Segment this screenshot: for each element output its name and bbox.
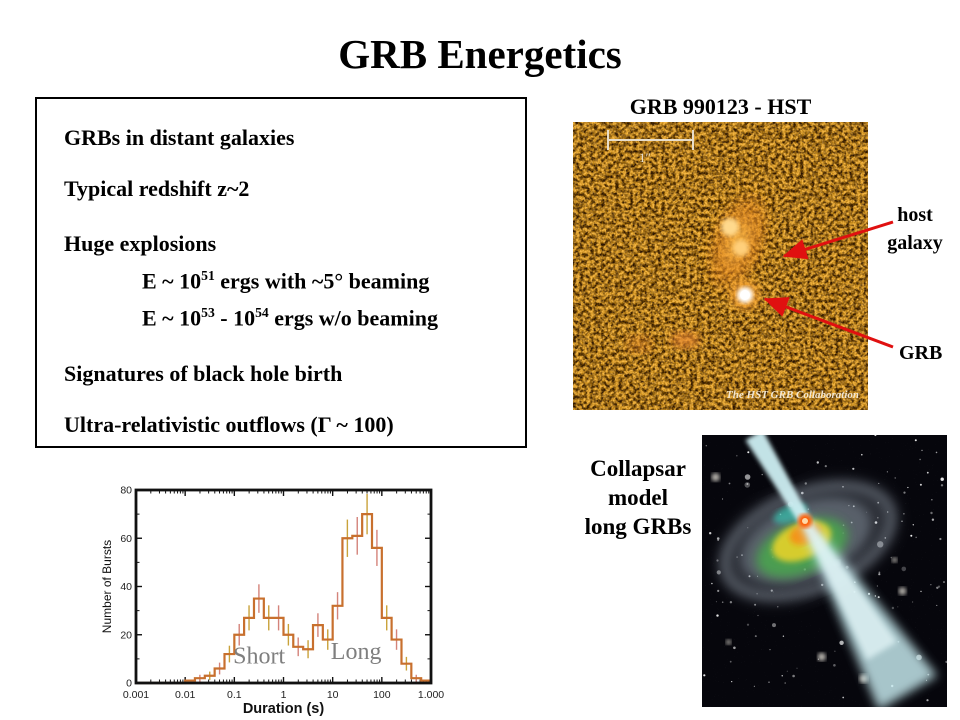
grb-label: GRB [899, 342, 943, 364]
svg-text:0.001: 0.001 [123, 689, 149, 701]
collapsar-image [702, 435, 947, 707]
bullet-outflows: Ultra-relativistic outflows (Γ ~ 100) [64, 411, 394, 437]
host-galaxy-blob [703, 186, 773, 298]
collapsar-caption-line3: long GRBs [584, 514, 692, 539]
energy-beamed-post: ergs with ~5° beaming [214, 268, 430, 294]
svg-text:1: 1 [281, 689, 287, 701]
scale-bar [607, 130, 694, 150]
relativistic-jets [745, 435, 938, 707]
bullet-distant-galaxies: GRBs in distant galaxies [64, 125, 295, 150]
energy-iso-exponent1: 53 [201, 305, 215, 321]
central-engine [798, 514, 812, 528]
bullet-redshift: Typical redshift z~2 [64, 176, 250, 201]
bullet-box: GRBs in distant galaxies Typical redshif… [35, 97, 527, 448]
svg-text:100: 100 [373, 689, 391, 701]
energy-iso-post: ergs w/o beaming [268, 305, 438, 331]
hst-image: 1″ The HST GRB Collaboration [573, 122, 868, 410]
hst-image-title: GRB 990123 - HST [629, 94, 812, 119]
svg-text:0.1: 0.1 [227, 689, 242, 701]
grb-arrow [763, 297, 894, 349]
host-galaxy-label-line1: host [897, 204, 933, 226]
bullet-energy-beamed: E ~ 1051 ergs with ~5° beaming [142, 263, 525, 294]
collapsar-image-canvas [702, 435, 947, 707]
svg-text:60: 60 [120, 533, 132, 545]
faint-galaxy-blob [670, 331, 700, 349]
svg-text:1.000: 1.000 [418, 689, 444, 701]
svg-text:40: 40 [120, 581, 132, 593]
hst-credit: The HST GRB Collaboration [726, 389, 859, 401]
svg-text:Short: Short [233, 644, 285, 670]
page-title: GRB Energetics [338, 31, 622, 77]
svg-text:80: 80 [120, 485, 132, 497]
collapsar-caption-line1: Collapsar [590, 456, 686, 481]
energy-beamed-pre: E ~ 10 [142, 268, 202, 294]
grb-spot [730, 280, 760, 310]
energy-iso-pre: E ~ 10 [142, 305, 202, 331]
scale-bar-label: 1″ [639, 150, 651, 165]
energy-beamed-exponent: 51 [201, 268, 215, 283]
bullet-huge-explosions: Huge explosions [64, 231, 217, 256]
svg-text:Long: Long [331, 639, 382, 665]
svg-text:0: 0 [126, 678, 132, 690]
svg-text:Duration (s): Duration (s) [243, 701, 325, 717]
host-galaxy-label: host galaxy [872, 201, 958, 257]
hst-image-canvas: 1″ The HST GRB Collaboration [573, 122, 868, 410]
svg-text:Number of Bursts: Number of Bursts [100, 540, 114, 633]
bullet-black-hole-birth: Signatures of black hole birth [64, 360, 343, 386]
energy-iso-exponent2: 54 [255, 305, 269, 321]
svg-text:0.01: 0.01 [175, 689, 196, 701]
energy-iso-mid: - 10 [214, 305, 256, 331]
annotation-arrows [763, 220, 894, 349]
host-galaxy-label-line2: galaxy [887, 232, 943, 254]
collapsar-caption: Collapsar model long GRBs [574, 454, 702, 541]
duration-histogram-canvas: 0.001 0.01 0.1 1 10 100 1.000 0 20 40 60 80 Short Lon… [100, 485, 444, 718]
collapsar-caption-line2: model [607, 485, 669, 510]
svg-text:10: 10 [327, 689, 339, 701]
bullet-energy-isotropic: E ~ 1053 - 1054 ergs w/o beaming [142, 300, 525, 331]
svg-text:20: 20 [120, 629, 132, 641]
duration-histogram: 0.001 0.01 0.1 1 10 100 1.000 0 20 40 60 80 Short Lon… [100, 462, 450, 720]
faint-galaxy-blob-2 [626, 335, 652, 353]
host-galaxy-arrow [782, 220, 894, 260]
